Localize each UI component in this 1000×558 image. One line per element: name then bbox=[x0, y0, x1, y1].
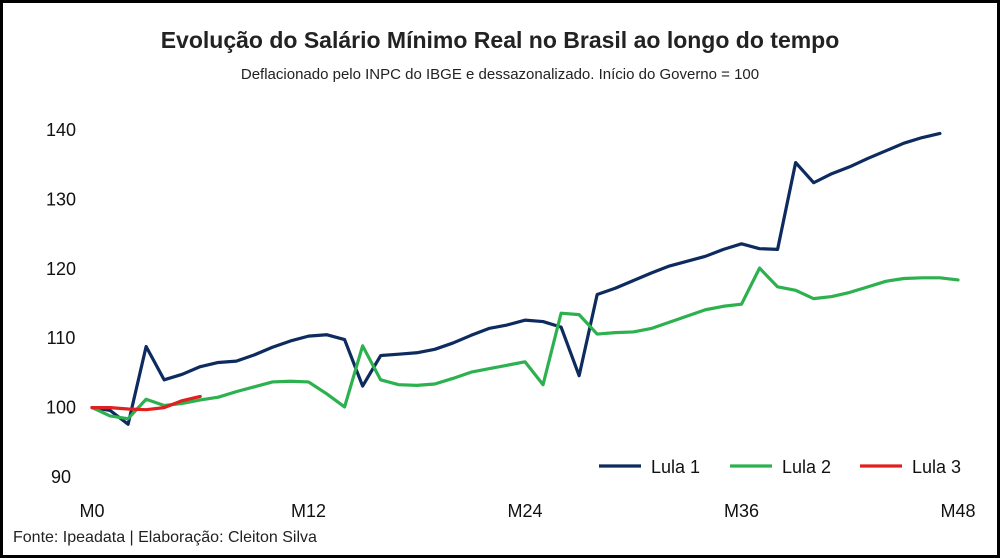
y-tick-label: 120 bbox=[46, 259, 76, 279]
x-tick-label: M36 bbox=[724, 501, 759, 521]
legend-label-3: Lula 3 bbox=[912, 457, 961, 477]
y-axis: 90 100 110 120 130 140 bbox=[46, 120, 76, 487]
legend-label-2: Lula 2 bbox=[782, 457, 831, 477]
y-tick-label: 100 bbox=[46, 398, 76, 418]
source-note: Fonte: Ipeadata | Elaboração: Cleiton Si… bbox=[13, 529, 317, 546]
series-lines bbox=[90, 131, 960, 426]
x-tick-label: M0 bbox=[79, 501, 104, 521]
y-tick-label: 110 bbox=[47, 328, 76, 348]
series-line-1 bbox=[90, 131, 942, 426]
legend: Lula 1 Lula 2 Lula 3 bbox=[599, 457, 961, 477]
series-line-2 bbox=[90, 266, 960, 421]
y-tick-label: 140 bbox=[46, 120, 76, 140]
legend-label-1: Lula 1 bbox=[651, 457, 700, 477]
y-tick-label: 90 bbox=[51, 467, 71, 487]
x-tick-label: M24 bbox=[507, 501, 542, 521]
chart-subtitle: Deflacionado pelo INPC do IBGE e dessazo… bbox=[240, 66, 760, 83]
x-tick-label: M48 bbox=[940, 501, 975, 521]
x-axis: M0 M12 M24 M36 M48 bbox=[79, 501, 975, 521]
x-tick-label: M12 bbox=[291, 501, 326, 521]
y-tick-label: 130 bbox=[46, 189, 76, 209]
chart-title: Evolução do Salário Mínimo Real no Brasi… bbox=[160, 27, 840, 53]
series-line-3 bbox=[90, 394, 202, 412]
